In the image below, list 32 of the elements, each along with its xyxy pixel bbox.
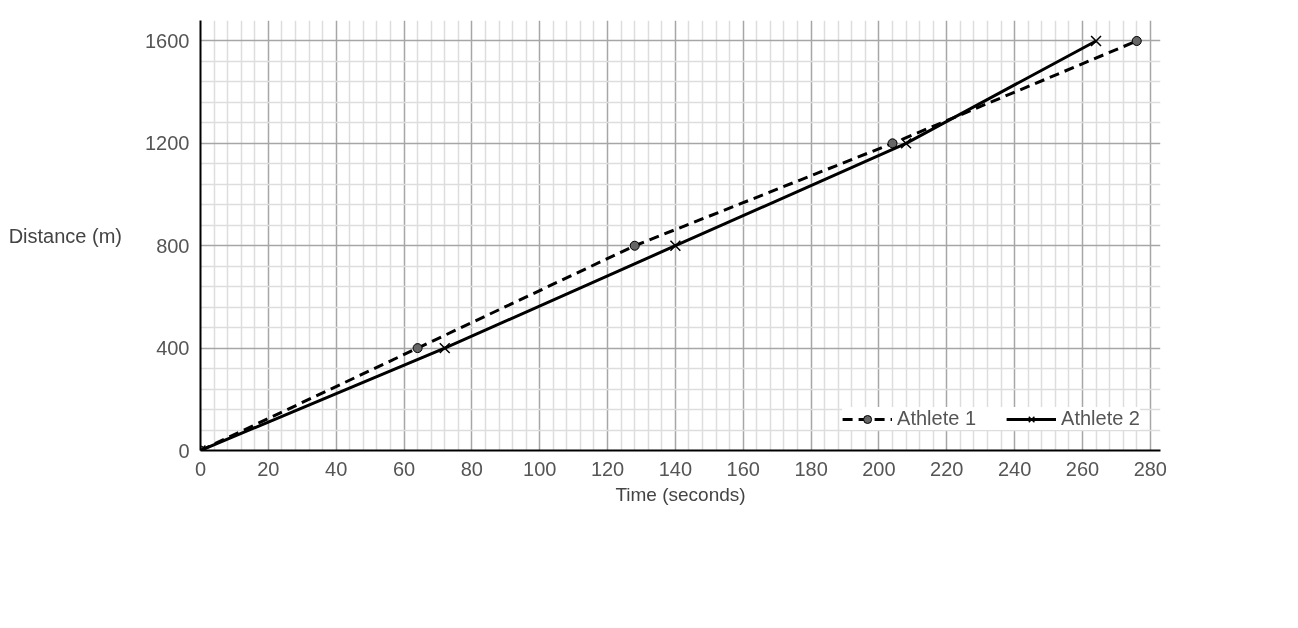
point xyxy=(669,240,682,252)
x-tick-label: 120 xyxy=(590,457,625,480)
x-tick-label: 260 xyxy=(1065,457,1100,480)
y-tick-label: 800 xyxy=(156,234,190,257)
x-tick-label: 180 xyxy=(794,457,828,480)
x-tick-label: 20 xyxy=(257,457,280,480)
y-tick-label: 1600 xyxy=(145,29,190,52)
y-tick-label: 1200 xyxy=(145,132,190,155)
y-tick-label: 0 xyxy=(178,439,190,462)
x-tick-label: 140 xyxy=(658,457,693,480)
point xyxy=(900,137,912,150)
point xyxy=(887,138,898,149)
point xyxy=(1090,35,1102,47)
x-tick-label: 280 xyxy=(1133,457,1168,480)
x-tick-label: 220 xyxy=(930,457,964,480)
point xyxy=(1131,35,1142,46)
x-tick-label: 160 xyxy=(726,457,760,480)
x-tick-label: 200 xyxy=(862,457,896,480)
x-tick-label: 80 xyxy=(460,457,484,480)
x-tick-label: 0 xyxy=(194,457,207,480)
legend-label: Athlete 2 xyxy=(1061,407,1140,430)
x-tick-label: 240 xyxy=(997,457,1032,480)
y-tick-label: 400 xyxy=(156,337,190,360)
x-tick-label: 40 xyxy=(325,457,348,480)
legend-label: Athlete 1 xyxy=(897,407,977,430)
y-axis-title: Distance (m) xyxy=(8,224,123,247)
point xyxy=(412,343,423,354)
point xyxy=(629,240,640,251)
x-tick-label: 100 xyxy=(523,457,557,480)
x-tick-label: 60 xyxy=(392,457,416,480)
point xyxy=(439,342,451,354)
x-axis-title: Time (seconds) xyxy=(615,483,746,505)
